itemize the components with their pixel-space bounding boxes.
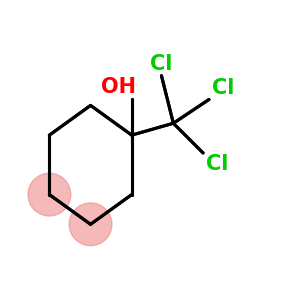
Text: Cl: Cl [206, 154, 228, 175]
Circle shape [69, 203, 112, 246]
Text: Cl: Cl [212, 78, 234, 98]
Circle shape [28, 173, 71, 216]
Text: OH: OH [101, 76, 136, 97]
Text: Cl: Cl [150, 54, 172, 74]
